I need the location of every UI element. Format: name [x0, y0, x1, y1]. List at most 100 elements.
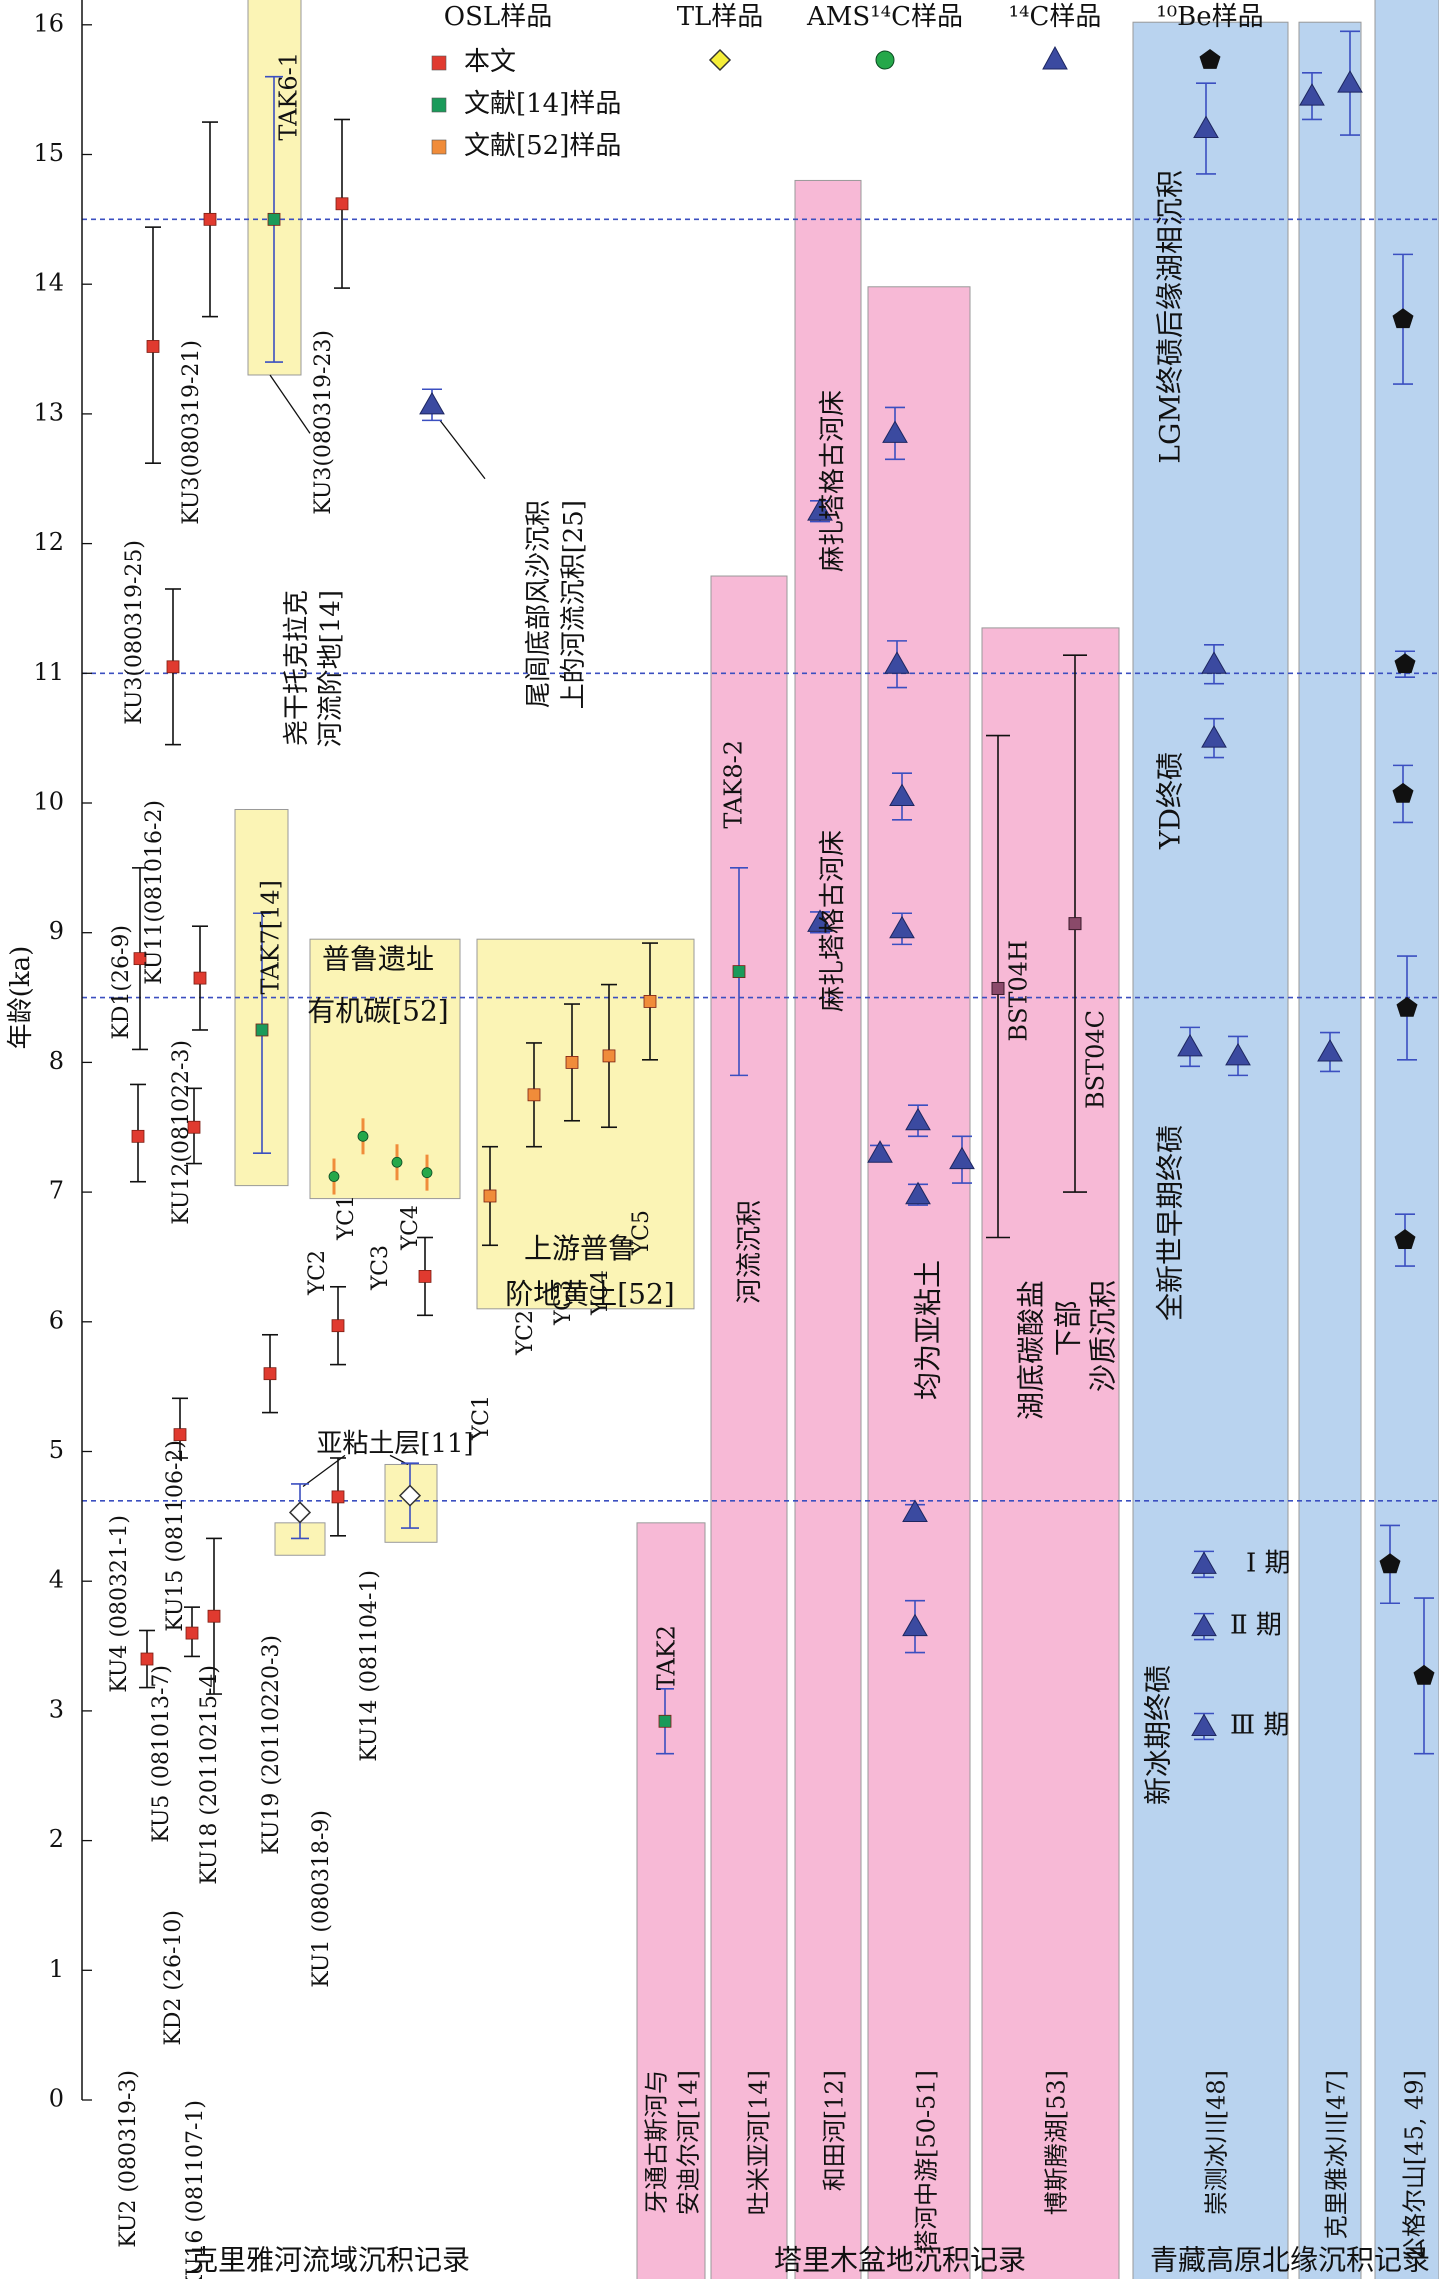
- osl-sample-label: KU4 (080321-1): [107, 1515, 132, 1693]
- yc-osl-label: YC5: [629, 1210, 654, 1256]
- osl-point-this-study: [418, 1270, 432, 1283]
- c14-point: [1201, 651, 1227, 674]
- c14-point: [889, 783, 915, 807]
- c14-point: [889, 915, 915, 939]
- osl-point-this-study: [263, 1367, 277, 1381]
- y-tick-label: 10: [33, 788, 64, 816]
- bst-label: BST04H: [1005, 940, 1033, 1042]
- osl-point-this-study: [331, 1319, 345, 1333]
- tak7-label: TAK7[14]: [257, 880, 285, 995]
- annotation-early-holocene: 全新世早期终碛: [1154, 1125, 1187, 1321]
- column-label-tak8: 吐米亚河[14]: [745, 2070, 773, 2215]
- osl-point-ref14: [732, 965, 746, 979]
- osl-sample-label: KU3(080319-21): [179, 340, 204, 525]
- osl-point-ref52: [643, 995, 657, 1008]
- legend-osl-marker: [431, 139, 447, 155]
- annotation-upper-loess-2: 阶地黄土[52]: [505, 1277, 674, 1310]
- osl-sample-label: KU19 (20110220-3): [259, 1635, 284, 1855]
- c14-point: [905, 1107, 931, 1131]
- legend-osl-item: 文献[52]样品: [464, 131, 621, 161]
- tak2-label: TAK2: [653, 1625, 681, 1690]
- c14-point: [1225, 1042, 1251, 1066]
- osl-point-this-study: [173, 1428, 187, 1442]
- y-tick-label: 16: [33, 9, 64, 37]
- osl-point-this-study: [187, 1120, 201, 1134]
- c14-point: [1299, 83, 1325, 106]
- annotation-subclay: 亚粘土层[11]: [316, 1429, 473, 1459]
- legend-osl-marker: [431, 55, 447, 71]
- box-upper-loess: [476, 938, 695, 1310]
- c14-point: [1191, 1613, 1217, 1637]
- annotation-lgm: LGM终碛后缘湖相沉积: [1154, 170, 1187, 464]
- c14-point: [905, 1181, 931, 1205]
- c14-point: [884, 651, 910, 674]
- annotation-bosten-2: 下部: [1052, 1300, 1085, 1356]
- column-label-keriya: 克里雅冰川[47]: [1323, 2070, 1351, 2239]
- yc-ams-label: YC3: [368, 1245, 393, 1291]
- y-tick-label: 2: [49, 1825, 64, 1853]
- annotation-bosten-3: 沙质沉积: [1087, 1280, 1120, 1392]
- legend-osl-item: 文献[14]样品: [464, 89, 621, 119]
- c14-point: [1201, 725, 1227, 748]
- osl-sample-label: KU11(081016-2): [142, 800, 167, 985]
- annotation-all-subclay: 均为亚粘土: [912, 1260, 945, 1400]
- osl-point-ref14: [658, 1714, 672, 1728]
- c14-point: [902, 1613, 928, 1637]
- bst-point: [1068, 917, 1082, 931]
- osl-point-this-study: [203, 212, 217, 226]
- y-tick-label: 6: [49, 1306, 64, 1334]
- y-axis-title: 年龄(ka): [6, 946, 36, 1050]
- y-tick-label: 3: [49, 1695, 64, 1723]
- callout-tak6: [269, 374, 311, 434]
- c14-point: [807, 498, 833, 521]
- legend-tl-label: TL样品: [677, 2, 764, 32]
- y-tick-label: 1: [49, 1955, 64, 1983]
- c14-point: [1193, 115, 1219, 139]
- osl-sample-label: KU12(081022-3): [169, 1040, 194, 1225]
- column-label-bosten: 博斯腾湖[53]: [1043, 2070, 1071, 2215]
- yc-osl-label: YC3: [551, 1280, 576, 1326]
- group-label-keriya-basin: 克里雅河流域沉积记录: [190, 2244, 470, 2277]
- c14-point: [1317, 1039, 1343, 1062]
- y-tick-label: 5: [49, 1436, 64, 1464]
- annotation-neoglacial: 新冰期终碛: [1142, 1665, 1175, 1805]
- osl-sample-label: KU5 (081013-7): [149, 1665, 174, 1843]
- labels: KU2 (080319-3) KU3(080319-25) KU4 (080321-…: [107, 52, 1430, 2279]
- column-guliya: [1374, 0, 1439, 2279]
- bst-point: [991, 981, 1005, 995]
- yc-ams-label: YC2: [305, 1250, 330, 1296]
- y-tick-label: 0: [49, 2085, 64, 2113]
- reference-lines: [82, 218, 1439, 1502]
- yc-osl-label: YC1: [469, 1395, 494, 1441]
- c14-point: [902, 1499, 928, 1522]
- c14-point: [867, 1140, 893, 1163]
- legend-be10-marker: [1199, 49, 1221, 69]
- annotation-bosten-1: 湖底碳酸盐: [1015, 1280, 1048, 1420]
- osl-errorbar: [172, 1397, 188, 1459]
- legend-c14-marker: [1042, 45, 1068, 70]
- annotation-mazhatag-1: 麻扎塔格古河床: [818, 390, 848, 572]
- legend-osl-item: 本文: [464, 47, 516, 77]
- tak8-label: TAK8-2: [720, 740, 748, 829]
- y-tick-label: 15: [33, 139, 64, 167]
- c14-point: [807, 909, 833, 932]
- column-hetian: [794, 179, 862, 2279]
- osl-sample-label: KU3(080319-25): [122, 540, 147, 725]
- column-label-chongce: 崇测冰川[48]: [1203, 2070, 1231, 2215]
- data-points: [130, 30, 1435, 1755]
- annotation-mazhatag-2: 麻扎塔格古河床: [818, 830, 848, 1012]
- osl-sample-label: KD1(26-9): [109, 925, 134, 1040]
- legend-osl-title: OSL样品: [444, 2, 552, 32]
- osl-point-ref52: [565, 1056, 579, 1069]
- y-tick-label: 8: [49, 1047, 64, 1075]
- osl-sample-label: KU14 (081104-1): [357, 1570, 382, 1762]
- yc-ams-label: YC1: [334, 1195, 359, 1241]
- osl-point-this-study: [335, 197, 349, 211]
- annotation-river-sediment: 河流沉积: [735, 1200, 765, 1304]
- annotation-pulu-organic-2: 有机碳[52]: [307, 995, 448, 1028]
- legend-be10-label: ¹⁰Be样品: [1156, 2, 1263, 32]
- osl-sample-label: KU16 (081107-1): [183, 2100, 208, 2279]
- osl-point-this-study: [207, 1609, 221, 1623]
